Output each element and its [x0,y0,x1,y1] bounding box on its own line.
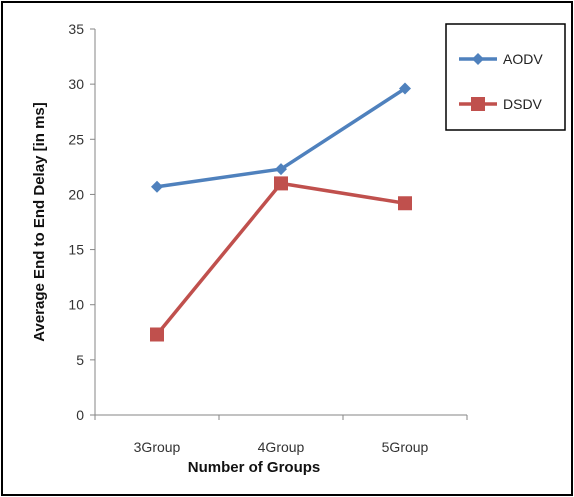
data-point-aodv [275,163,287,176]
x-tick-label: 3Group [134,439,181,455]
data-point-dsdv [274,176,288,191]
series-lines-group [155,87,406,336]
y-tick-label: 0 [76,407,84,423]
series-line-dsdv [155,181,406,336]
data-point-aodv [399,82,411,95]
x-axis-title: Number of Groups [188,459,321,476]
data-point-dsdv [150,327,164,342]
y-tick-label: 5 [76,352,84,368]
y-tick-label: 25 [68,131,84,147]
y-axis-title: Average End to End Delay [in ms] [31,102,48,342]
y-tick-label: 10 [68,297,84,313]
y-tick-label: 15 [68,242,84,258]
y-tick-label: 35 [68,21,84,37]
legend-marker-aodv [472,53,484,65]
data-point-dsdv [398,196,412,211]
y-tick-label: 30 [68,76,84,92]
y-tick-group: 0 5 10 15 20 25 30 35 [68,21,95,423]
series-markers-group [150,82,412,342]
data-point-aodv [151,180,163,193]
y-tick-label: 20 [68,186,84,202]
legend-label-aodv: AODV [503,51,543,67]
legend-box [445,23,566,131]
x-tick-label: 4Group [258,439,305,455]
x-tick-group: 3Group 4Group 5Group [94,415,468,455]
legend-marker-dsdv [471,97,485,111]
legend: AODV DSDV [445,23,566,131]
x-tick-label: 5Group [382,439,429,455]
legend-label-dsdv: DSDV [503,96,543,112]
